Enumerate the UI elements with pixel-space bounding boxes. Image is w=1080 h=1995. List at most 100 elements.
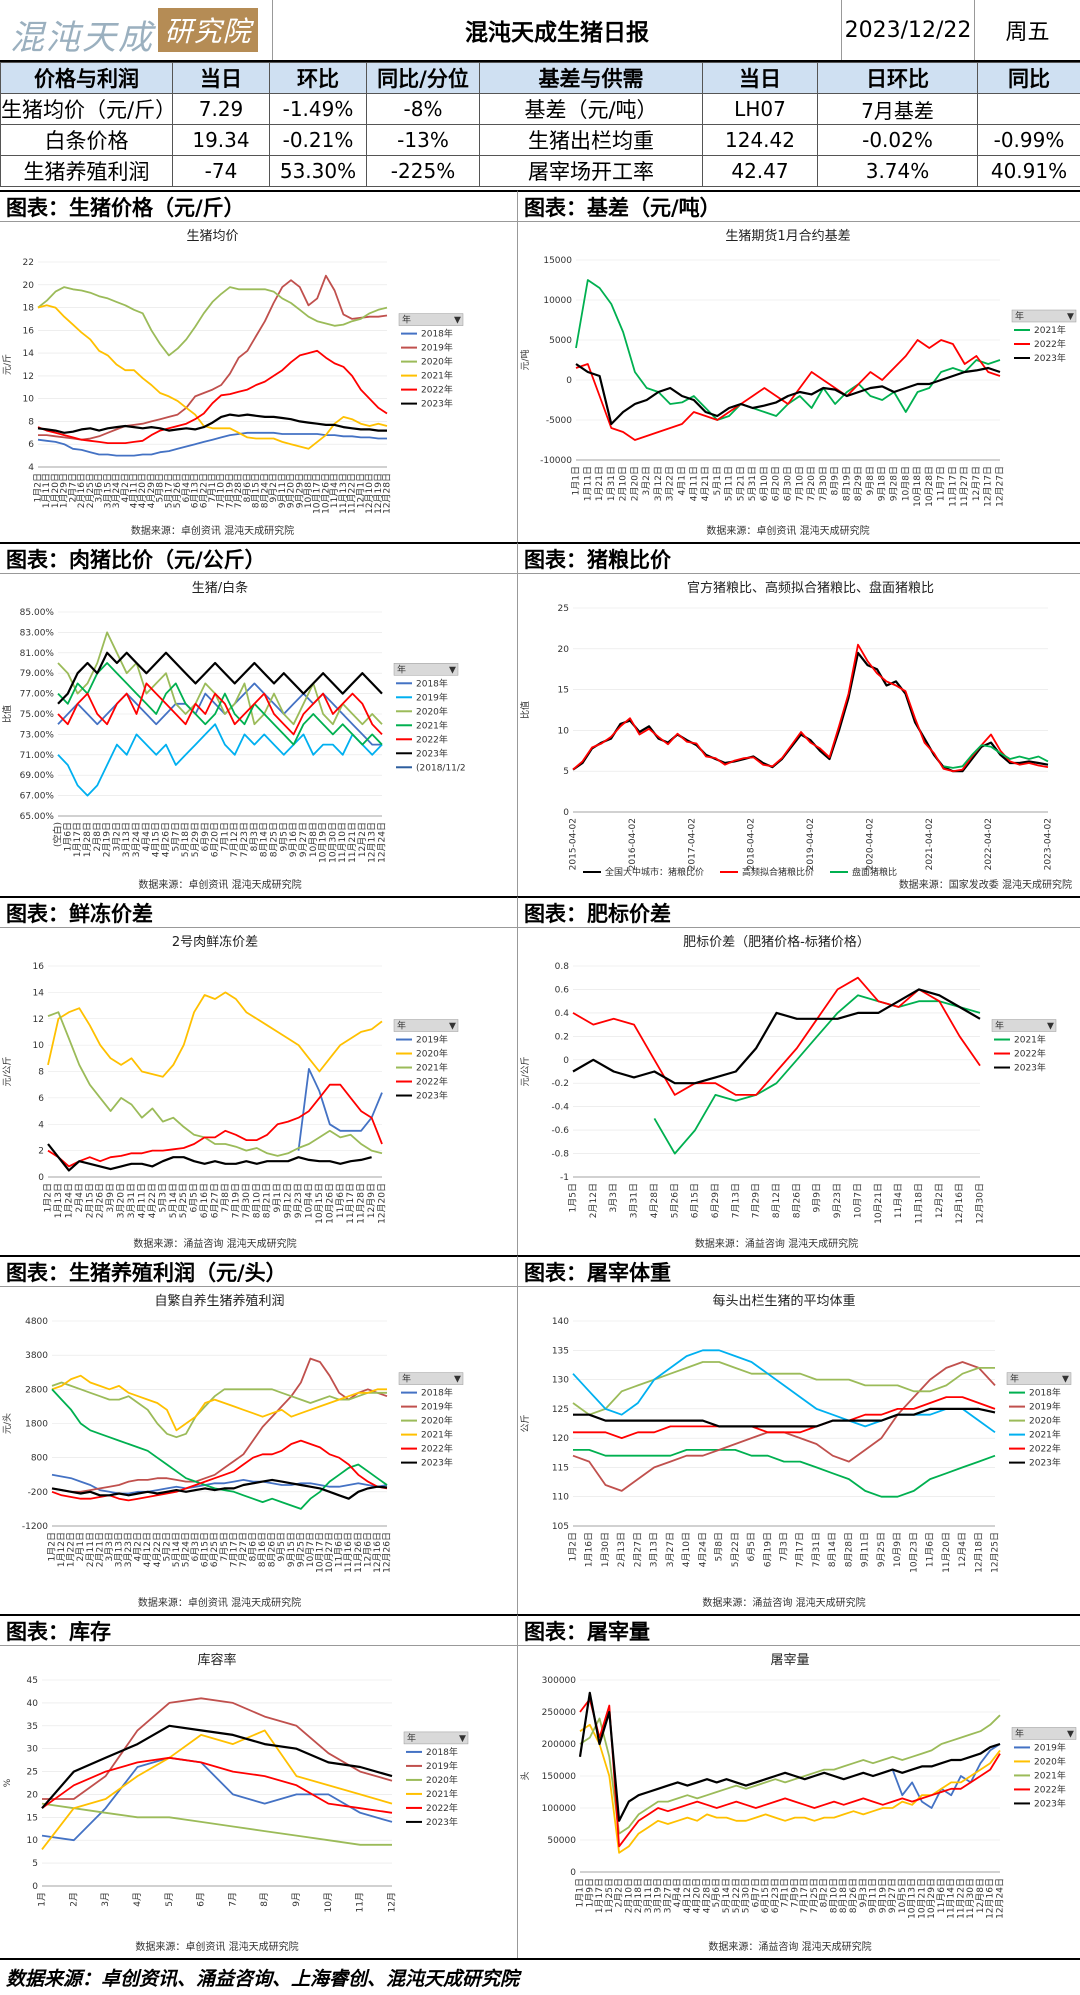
legend-title: 年 <box>995 1020 1004 1032</box>
y-tick-label: 300000 <box>542 1676 577 1686</box>
x-tick-label: 2019-04-02 <box>806 818 816 870</box>
x-tick-label: 7月17日 <box>228 1532 239 1567</box>
legend-item: 2020年 <box>1029 1415 1061 1427</box>
x-tick-label: 2月10日 <box>618 466 629 501</box>
y-tick-label: 105 <box>552 1522 569 1532</box>
x-tick-label: 3月15日 <box>102 473 113 508</box>
series-line <box>37 286 388 357</box>
summary-header-cell: 环比 <box>269 62 367 94</box>
x-tick-label: 2月27日 <box>632 1532 643 1567</box>
x-tick-label: 6月29日 <box>710 1183 721 1218</box>
chart-hog-price: 生猪均价 元/斤 4 6 8 10 12 14 16 18 20 22 1月2日 1月11日 1月20日 1月… <box>0 222 517 542</box>
filter-icon[interactable]: ▼ <box>449 665 456 675</box>
x-tick-label: 9月27日 <box>887 1878 898 1913</box>
x-tick-label: 4月20日 <box>692 1878 703 1913</box>
filter-icon[interactable]: ▼ <box>459 1734 466 1744</box>
x-tick-label: 7月 <box>227 1892 238 1907</box>
y-tick-label: 0.6 <box>555 985 570 995</box>
x-tick-label: 9月5日 <box>278 822 289 851</box>
section-title: 图表：屠宰量 <box>517 1614 1080 1646</box>
section-title: 图表：生猪价格（元/斤） <box>0 190 517 222</box>
value-cell: -0.99% <box>977 124 1080 156</box>
x-tick-label: 2月15日 <box>84 1183 95 1218</box>
x-tick-label: 11月13日 <box>338 473 349 514</box>
x-tick-label: 10月17日 <box>312 473 323 514</box>
x-tick-label: 4月4日 <box>141 822 152 851</box>
x-tick-label: 7月19日 <box>224 473 235 508</box>
x-tick-label: 11月22日 <box>347 473 358 514</box>
legend-header <box>393 1019 459 1032</box>
y-tick-label: 69.00% <box>20 771 55 781</box>
y-tick-label: 0 <box>38 1173 44 1183</box>
legend-item: 2022年 <box>416 1076 448 1088</box>
filter-icon[interactable]: ▼ <box>449 1022 456 1032</box>
x-tick-label: 3月12日 <box>653 466 664 501</box>
x-tick-label: 5月 <box>164 1892 175 1907</box>
value-cell <box>977 93 1080 125</box>
x-tick-label: 9月23日 <box>832 1183 843 1218</box>
x-tick-label: 4月12日 <box>682 1878 693 1913</box>
x-tick-label: 4月21日 <box>700 466 711 501</box>
chart-source: 数据来源：国家发改委 混沌天成研究院 <box>899 878 1072 891</box>
x-tick-label: 6月5日 <box>746 1532 757 1561</box>
x-tick-label: 12月16日 <box>985 1878 996 1919</box>
x-tick-label: 2月1日 <box>75 1532 86 1561</box>
y-tick-label: 115 <box>552 1463 569 1473</box>
y-axis-label: 元/公斤 <box>520 1056 531 1086</box>
legend-item: 2019年 <box>421 342 453 354</box>
y-tick-label: 140 <box>552 1317 569 1327</box>
x-tick-label: 8月26日 <box>267 1532 278 1567</box>
y-axis-label: 头 <box>520 1771 531 1780</box>
section-title: 图表：猪粮比价 <box>517 542 1080 574</box>
legend-title: 年 <box>407 1732 416 1744</box>
x-tick-label: 9月29日 <box>294 473 305 508</box>
filter-icon[interactable]: ▼ <box>1067 1729 1074 1739</box>
x-tick-label: 8月9日 <box>830 466 841 495</box>
x-tick-label: 4月11日 <box>136 1183 147 1218</box>
y-tick-label: 8 <box>38 1068 44 1078</box>
x-tick-label: 4月1日 <box>677 466 688 495</box>
filter-icon[interactable]: ▼ <box>1047 1022 1054 1032</box>
x-tick-label: 10月29日 <box>926 1878 937 1919</box>
x-tick-label: 10月19日 <box>318 822 329 863</box>
series-line <box>572 643 1049 773</box>
value-cell: 124.42 <box>702 124 818 156</box>
x-tick-label: 9月9日 <box>812 1183 823 1212</box>
chart-source: 数据来源：卓创资讯 混沌天成研究院 <box>135 1940 298 1953</box>
filter-icon[interactable]: ▼ <box>1067 312 1074 322</box>
x-tick-label: 11月6日 <box>936 1878 947 1913</box>
x-tick-label: 5月26日 <box>669 1183 680 1218</box>
legend-header <box>398 1372 464 1385</box>
x-tick-label: 12月9日 <box>366 1183 377 1218</box>
series-line <box>572 651 1049 773</box>
x-tick-label: 3月2日 <box>641 466 652 495</box>
x-tick-label: 3月31日 <box>629 1183 640 1218</box>
x-tick-label: 2月12日 <box>588 1183 599 1218</box>
x-tick-label: 4月10日 <box>681 1532 692 1567</box>
y-axis-label: 元/头 <box>2 1413 13 1434</box>
legend-title: 年 <box>397 663 406 675</box>
value-cell: -1.49% <box>269 93 367 125</box>
x-tick-label: 12月16日 <box>372 1532 383 1573</box>
filter-icon[interactable]: ▼ <box>454 316 461 326</box>
y-tick-label: 0 <box>563 1056 569 1066</box>
x-tick-label: 6月19日 <box>762 1532 773 1567</box>
y-tick-label: 77.00% <box>20 690 55 700</box>
legend-item: 2021年 <box>1029 1429 1061 1441</box>
x-tick-label: 6月27日 <box>210 1183 221 1218</box>
y-tick-label: 20 <box>558 645 570 655</box>
series-line <box>47 1083 383 1168</box>
value-cell: 19.34 <box>172 124 270 156</box>
filter-icon[interactable]: ▼ <box>454 1375 461 1385</box>
legend-item: 2020年 <box>421 356 453 368</box>
x-tick-label: 4月24日 <box>697 1532 708 1567</box>
chart-basis: 生猪期货1月合约基差 元/吨 -10000 -5000 0 5000 10000 15000 1… <box>518 222 1080 542</box>
x-tick-label: 11月18日 <box>913 1183 924 1224</box>
legend-item: 2022年 <box>1014 1048 1046 1060</box>
filter-icon[interactable]: ▼ <box>1062 1375 1069 1385</box>
x-tick-label: 2017-04-02 <box>687 818 697 870</box>
x-tick-label: 2月 <box>68 1892 79 1907</box>
report-header: 混沌天成 研究院 混沌天成生猪日报 2023/12/22 周五 <box>0 0 1080 62</box>
